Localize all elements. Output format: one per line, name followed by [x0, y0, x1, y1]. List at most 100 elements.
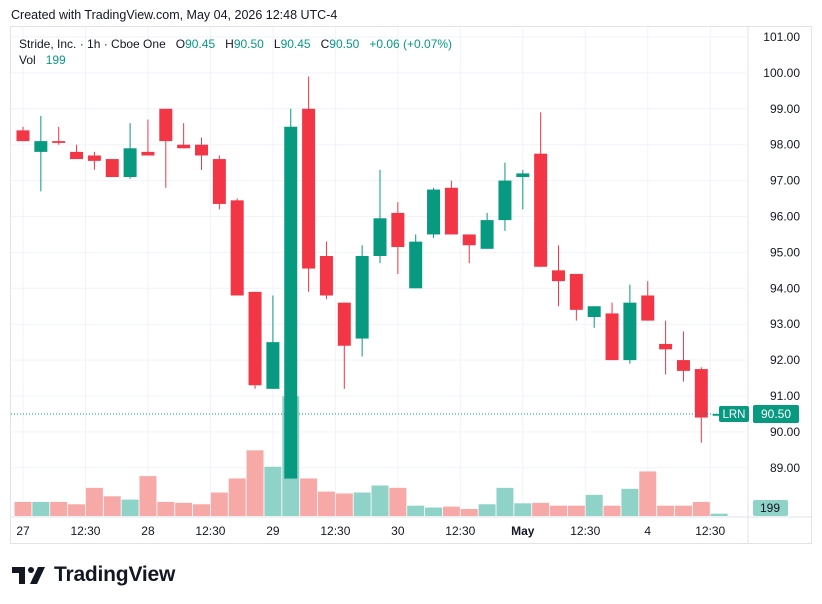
volume-bar — [317, 491, 335, 516]
volume-bar — [103, 496, 121, 516]
candle-body — [373, 218, 387, 256]
label-layer: LRN 90.50 199 — [719, 404, 799, 516]
y-tick-label: 90.00 — [770, 425, 800, 439]
x-tick-label: 12:30 — [695, 524, 725, 538]
candle-body — [87, 155, 101, 161]
tradingview-logo-icon — [12, 567, 45, 584]
volume-bar — [353, 492, 371, 516]
candle-body — [248, 291, 262, 386]
volume-bar — [657, 505, 675, 516]
candle-body — [641, 295, 655, 321]
volume-bar — [335, 493, 353, 516]
candle-body — [552, 270, 565, 282]
y-tick-label: 93.00 — [770, 317, 800, 331]
ohlc-row: Stride, Inc. · 1h · Cboe One O90.45 H90.… — [19, 36, 452, 52]
volume-bar — [532, 502, 550, 516]
x-tick-label: 12:30 — [195, 524, 225, 538]
low-value: 90.45 — [280, 37, 311, 51]
candle-body — [230, 200, 244, 296]
last-volume-tag: 199 — [760, 501, 780, 515]
candle-body — [284, 126, 298, 479]
volume-bar — [442, 506, 460, 516]
volume-bar — [514, 503, 532, 516]
open-label: O — [175, 37, 186, 51]
y-tick-label: 99.00 — [770, 102, 800, 116]
volume-bar — [460, 508, 478, 516]
candle-body — [444, 187, 458, 235]
volume-bar — [496, 487, 514, 516]
candle-body — [676, 360, 690, 371]
volume-bar — [567, 505, 585, 516]
candle-body — [319, 255, 333, 296]
chart-credit: Created with TradingView.com, May 04, 20… — [11, 8, 338, 22]
volume-bar — [389, 487, 407, 516]
axis-layer: 89.00 90.00 91.00 92.00 93.00 94.00 95.00 96.00… — [11, 27, 812, 544]
volume-label[interactable]: Vol — [19, 53, 36, 67]
volume-bar — [674, 505, 692, 516]
candle-body — [337, 302, 351, 346]
volume-bar — [246, 450, 264, 516]
candle-body — [462, 234, 476, 246]
x-tick-label: 12:30 — [320, 524, 350, 538]
volume-bar — [175, 502, 193, 516]
chart-legend: Stride, Inc. · 1h · Cboe One O90.45 H90.… — [19, 36, 452, 68]
x-tick-label: 27 — [16, 524, 30, 538]
volume-bar — [228, 478, 246, 516]
high-value: 90.50 — [233, 37, 264, 51]
candle-body — [659, 343, 673, 350]
volume-row: Vol 199 — [19, 52, 452, 68]
volume-value: 199 — [45, 53, 66, 67]
volume-bar — [692, 501, 710, 516]
volume-bar — [585, 494, 603, 516]
candle-body — [123, 148, 137, 178]
candle-body — [70, 151, 84, 160]
candle-body — [694, 369, 708, 418]
tradingview-logo[interactable]: TradingView — [12, 563, 175, 587]
volume-bar — [425, 507, 443, 516]
volume-bar — [32, 501, 50, 516]
candle-body — [498, 180, 512, 221]
volume-bar — [621, 488, 639, 516]
candle-body — [177, 144, 191, 149]
volume-bar — [639, 471, 657, 516]
x-tick-label: 28 — [141, 524, 155, 538]
volume-bar — [264, 466, 282, 516]
y-tick-label: 92.00 — [770, 353, 800, 367]
candle-body — [52, 141, 66, 143]
volume-bar — [50, 501, 68, 516]
symbol-tag: LRN — [722, 409, 745, 421]
last-price-tag: 90.50 — [761, 407, 791, 421]
tradingview-wordmark: TradingView — [54, 563, 176, 586]
candle-body — [302, 108, 316, 269]
candle-body — [195, 144, 208, 156]
volume-bar — [371, 485, 389, 516]
x-tick-label: 29 — [266, 524, 280, 538]
high-label: H — [225, 37, 234, 51]
x-tick-label: 12:30 — [570, 524, 600, 538]
candle-body — [516, 173, 530, 178]
candle-body — [34, 141, 48, 152]
y-tick-label: 89.00 — [770, 461, 800, 475]
close-label: C — [320, 37, 330, 51]
candle-body — [266, 342, 280, 389]
volume-bar — [300, 478, 318, 516]
candle-body — [587, 306, 601, 318]
symbol-title[interactable]: Stride, Inc. · 1h · Cboe One — [19, 37, 166, 51]
volume-bar — [85, 487, 103, 516]
last-price-tag-bg — [753, 404, 799, 423]
close-value: 90.50 — [329, 37, 360, 51]
open-value: 90.45 — [185, 37, 216, 51]
candle-body — [355, 255, 369, 339]
y-tick-label: 96.00 — [770, 210, 800, 224]
candle-body — [391, 212, 405, 248]
candle-body — [427, 189, 441, 235]
x-tick-label: 4 — [644, 524, 651, 538]
candle-body — [409, 241, 423, 289]
volume-bar — [68, 504, 86, 516]
y-tick-label: 94.00 — [770, 281, 800, 295]
grid-layer — [11, 27, 746, 516]
candle-body — [534, 153, 548, 267]
y-tick-label: 95.00 — [770, 245, 800, 259]
x-tick-label: 30 — [391, 524, 405, 538]
